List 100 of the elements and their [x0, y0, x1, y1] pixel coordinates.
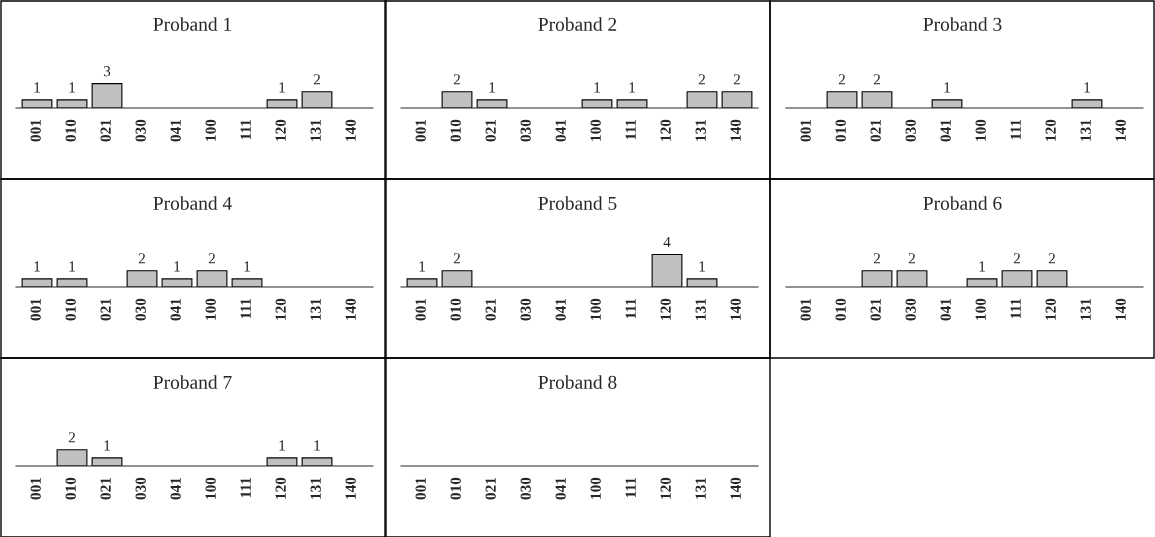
x-tick-label: 140 [730, 298, 741, 320]
x-tick-label: 030 [520, 119, 531, 142]
chart-title: Proband 7 [153, 375, 232, 389]
x-tick-label: 030 [135, 477, 146, 500]
x-tick-label: 100 [975, 119, 986, 141]
x-tick-label: 001 [800, 298, 811, 321]
data-label: 1 [34, 261, 40, 272]
x-tick-label: 100 [205, 119, 216, 141]
x-tick-label: 041 [170, 298, 181, 321]
x-tick-label: 030 [520, 298, 531, 321]
x-tick-label: 010 [65, 477, 76, 500]
data-label: 1 [419, 261, 425, 272]
x-tick-label: 041 [170, 477, 181, 500]
x-tick-label: 140 [730, 119, 741, 141]
data-label: 1 [69, 82, 75, 93]
x-tick-label: 120 [275, 119, 286, 141]
data-label: 2 [733, 74, 740, 85]
x-tick-label: 131 [310, 119, 321, 141]
text: Proband 8 [538, 375, 617, 389]
data-label: 1 [944, 82, 950, 93]
data-label: 1 [1084, 82, 1090, 93]
data-label: 1 [34, 82, 40, 93]
x-tick-label: 021 [870, 119, 881, 142]
x-tick-label: 120 [1045, 298, 1056, 320]
x-tick-label: 100 [590, 119, 601, 141]
data-label: 1 [244, 261, 250, 272]
x-tick-label: 111 [625, 298, 636, 319]
data-label: 1 [699, 261, 705, 272]
x-tick-label: 131 [1080, 298, 1091, 320]
data-label: 2 [313, 74, 320, 85]
x-tick-label: 131 [695, 298, 706, 320]
x-tick-label: 001 [800, 119, 811, 142]
data-label: 2 [453, 253, 460, 264]
data-label: 1 [279, 440, 285, 451]
x-tick-label: 140 [345, 477, 356, 499]
x-tick-label: 120 [275, 298, 286, 320]
x-tick-label: 030 [135, 119, 146, 142]
chart-title: Proband 6 [923, 196, 1002, 210]
x-tick-label: 010 [65, 119, 76, 142]
data-label: 4 [663, 237, 671, 248]
x-tick-label: 021 [100, 119, 111, 142]
data-label: 1 [489, 82, 495, 93]
chart-title: Proband 3 [923, 17, 1002, 31]
chart-title: Proband 1 [153, 17, 232, 31]
data-label: 2 [1013, 253, 1020, 264]
data-label: 2 [698, 74, 705, 85]
x-tick-label: 041 [555, 119, 566, 142]
data-label: 1 [314, 440, 320, 451]
x-tick-label: 021 [100, 298, 111, 321]
x-tick-label: 100 [590, 298, 601, 320]
x-tick-label: 041 [170, 119, 181, 142]
x-tick-label: 030 [135, 298, 146, 321]
x-tick-label: 100 [205, 477, 216, 499]
x-tick-label: 131 [695, 119, 706, 141]
x-tick-label: 010 [835, 119, 846, 142]
data-label: 2 [873, 253, 880, 264]
x-tick-label: 131 [310, 298, 321, 320]
x-tick-label: 140 [1115, 298, 1126, 320]
x-tick-label: 120 [275, 477, 286, 499]
x-tick-label: 010 [835, 298, 846, 321]
x-tick-label: 001 [30, 298, 41, 321]
data-label: 2 [873, 74, 880, 85]
x-tick-label: 001 [30, 119, 41, 142]
x-tick-label: 120 [660, 119, 671, 141]
data-label: 2 [208, 253, 215, 264]
chart-title: Proband 5 [538, 196, 617, 210]
x-tick-label: 030 [905, 119, 916, 142]
chart-title: Proband 2 [538, 17, 617, 31]
x-tick-label: 021 [485, 119, 496, 142]
data-label: 1 [594, 82, 600, 93]
data-label: 2 [453, 74, 460, 85]
x-tick-label: 021 [485, 298, 496, 321]
x-tick-label: 010 [450, 119, 461, 142]
x-tick-label: 131 [1080, 119, 1091, 141]
data-label: 2 [908, 253, 915, 264]
data-label: 2 [1048, 253, 1055, 264]
x-tick-label: 001 [30, 477, 41, 500]
data-label: 1 [69, 261, 75, 272]
x-tick-label: 111 [240, 477, 251, 498]
x-tick-label: 120 [660, 298, 671, 320]
x-tick-label: 001 [415, 298, 426, 321]
x-tick-label: 030 [905, 298, 916, 321]
x-tick-label: 111 [240, 119, 251, 140]
x-tick-label: 021 [870, 298, 881, 321]
x-tick-label: 111 [1010, 119, 1021, 140]
data-label: 3 [103, 66, 111, 77]
data-label: 1 [104, 440, 110, 451]
data-label: 1 [174, 261, 180, 272]
x-tick-label: 111 [625, 119, 636, 140]
data-label: 1 [629, 82, 635, 93]
x-tick-label: 140 [345, 298, 356, 320]
x-tick-label: 021 [100, 477, 111, 500]
x-tick-label: 100 [975, 298, 986, 320]
x-tick-label: 010 [65, 298, 76, 321]
data-label: 1 [979, 261, 985, 272]
x-tick-label: 120 [1045, 119, 1056, 141]
data-label: 2 [68, 432, 75, 443]
data-label: 2 [838, 74, 845, 85]
x-tick-label: 041 [940, 298, 951, 321]
data-label: 2 [138, 253, 145, 264]
